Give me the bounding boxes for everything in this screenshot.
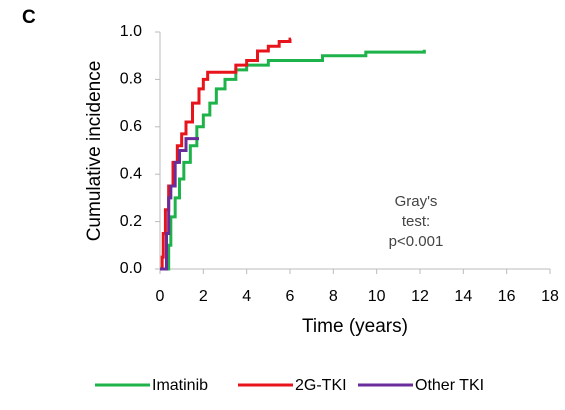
y-tick-label: 0.0 [120,260,142,277]
annotation: p<0.001 [389,233,444,250]
x-axis-title: Time (years) [302,316,408,337]
x-tick-label: 14 [454,288,472,305]
x-tick-label: 16 [498,288,516,305]
x-tick-label: 18 [541,288,559,305]
legend-label: Other TKI [415,377,484,394]
x-tick-label: 2 [199,288,208,305]
panel-label: C [22,7,36,28]
annotation: Gray's [395,193,438,210]
step-line [160,137,199,271]
y-tick-label: 0.4 [120,165,142,182]
legend-label: 2G-TKI [295,377,347,394]
y-tick-label: 0.2 [120,213,142,230]
legend-label: Imatinib [152,377,208,394]
x-tick-label: 8 [329,288,338,305]
annotation: test: [402,213,430,230]
step-line [160,49,426,271]
x-tick-label: 12 [411,288,429,305]
x-tick-label: 10 [368,288,386,305]
step-line [160,37,292,271]
x-tick-label: 0 [156,288,165,305]
y-axis-title: Cumulative incidence [84,61,105,242]
x-tick-label: 4 [242,288,251,305]
x-tick-label: 6 [286,288,295,305]
y-tick-label: 1.0 [120,23,142,40]
y-tick-label: 0.6 [120,118,142,135]
y-tick-label: 0.8 [120,71,142,88]
